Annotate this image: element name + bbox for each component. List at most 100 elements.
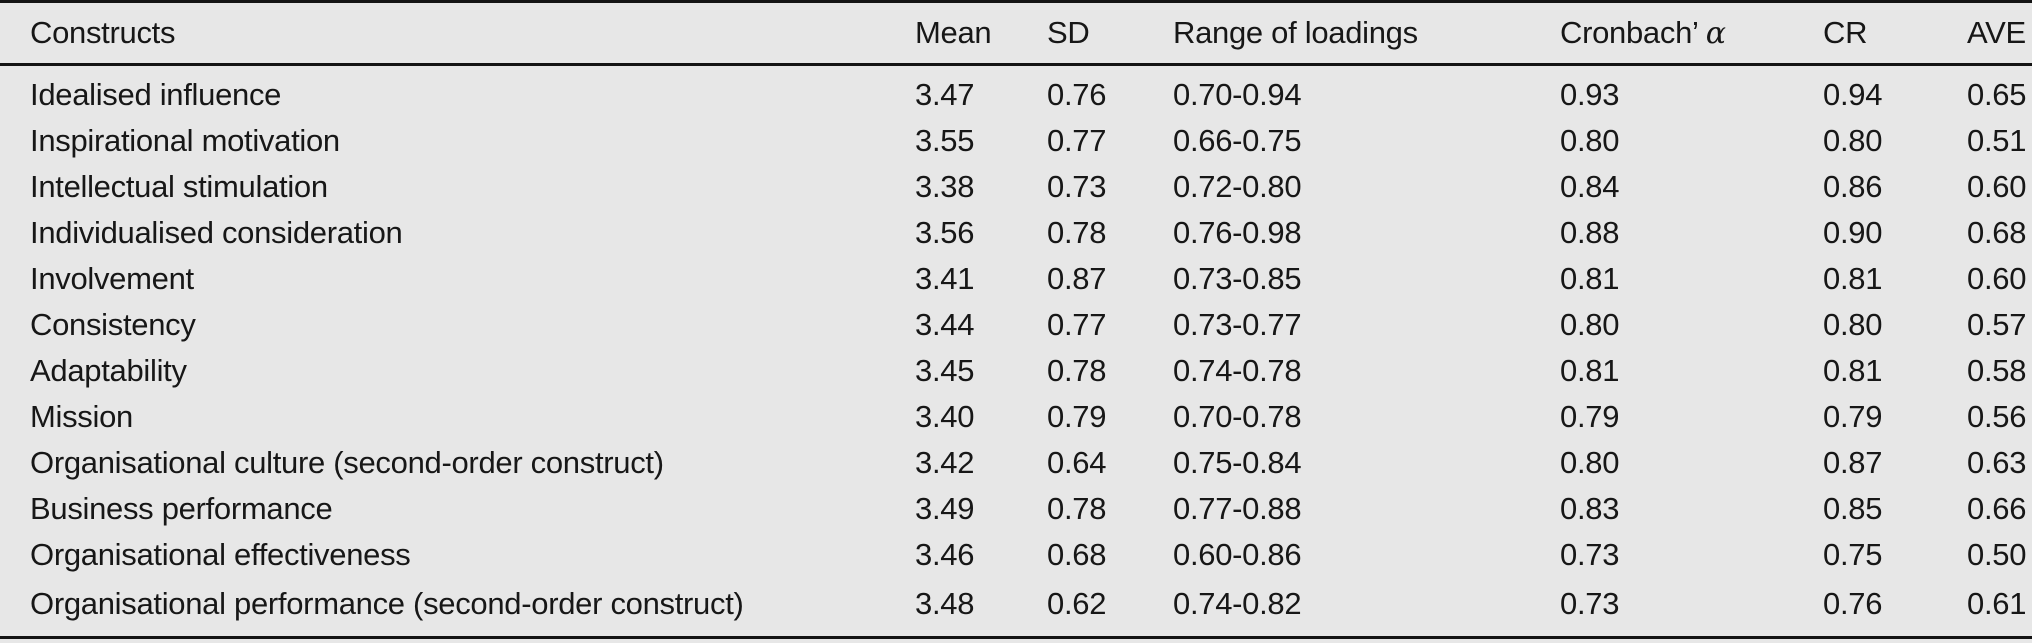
cell-cronbach-alpha: 0.93 bbox=[1560, 77, 1620, 112]
cell-range-of-loadings: 0.70-0.78 bbox=[1173, 399, 1302, 434]
cell-cronbach-alpha: 0.88 bbox=[1560, 215, 1620, 250]
table-row: Mission 3.40 0.79 0.70-0.78 0.79 0.79 0.… bbox=[0, 394, 2032, 440]
cell-ave: 0.65 bbox=[1967, 77, 2027, 112]
cell-mean: 3.48 bbox=[915, 578, 1047, 639]
cell-range-of-loadings: 0.74-0.82 bbox=[1173, 578, 1560, 639]
col-header-cr: CR bbox=[1823, 1, 1967, 66]
table-row: Organisational effectiveness 3.46 0.68 0… bbox=[0, 532, 2032, 578]
cell-sd: 0.79 bbox=[1047, 399, 1107, 434]
table-row: Individualised consideration 3.56 0.78 0… bbox=[0, 210, 2032, 256]
cell-ave: 0.61 bbox=[1967, 578, 2032, 639]
cell-range-of-loadings: 0.75-0.84 bbox=[1173, 445, 1302, 480]
cell-mean: 3.45 bbox=[915, 353, 975, 388]
table-row: Involvement 3.41 0.87 0.73-0.85 0.81 0.8… bbox=[0, 256, 2032, 302]
cell-construct: Business performance bbox=[30, 491, 333, 526]
cell-construct: Mission bbox=[30, 399, 133, 434]
cell-cr: 0.85 bbox=[1823, 491, 1883, 526]
cell-cronbach-alpha: 0.83 bbox=[1560, 491, 1620, 526]
cell-construct: Adaptability bbox=[30, 353, 187, 388]
cell-cronbach-alpha: 0.73 bbox=[1560, 537, 1620, 572]
cell-mean: 3.44 bbox=[915, 307, 975, 342]
cell-cronbach-alpha: 0.80 bbox=[1560, 445, 1620, 480]
cell-mean: 3.38 bbox=[915, 169, 975, 204]
col-header-sd: SD bbox=[1047, 1, 1173, 66]
cell-mean: 3.42 bbox=[915, 445, 975, 480]
cell-sd: 0.77 bbox=[1047, 123, 1107, 158]
cell-construct: Organisational culture (second-order con… bbox=[30, 445, 664, 480]
col-header-cronbach-alpha: Cronbach’ α bbox=[1560, 1, 1823, 66]
cell-range-of-loadings: 0.74-0.78 bbox=[1173, 353, 1302, 388]
cell-ave: 0.68 bbox=[1967, 215, 2027, 250]
cronbach-label: Cronbach’ bbox=[1560, 15, 1698, 50]
cell-construct: Idealised influence bbox=[30, 77, 282, 112]
cell-cr: 0.87 bbox=[1823, 445, 1883, 480]
table-row: Organisational performance (second-order… bbox=[0, 578, 2032, 639]
cell-cr: 0.80 bbox=[1823, 123, 1883, 158]
table-row: Intellectual stimulation 3.38 0.73 0.72-… bbox=[0, 164, 2032, 210]
cell-ave: 0.60 bbox=[1967, 169, 2027, 204]
cell-construct: Individualised consideration bbox=[30, 215, 403, 250]
table-row: Consistency 3.44 0.77 0.73-0.77 0.80 0.8… bbox=[0, 302, 2032, 348]
cell-sd: 0.78 bbox=[1047, 353, 1107, 388]
cell-mean: 3.40 bbox=[915, 399, 975, 434]
cell-sd: 0.68 bbox=[1047, 537, 1107, 572]
cell-ave: 0.58 bbox=[1967, 353, 2027, 388]
cell-construct: Intellectual stimulation bbox=[30, 169, 328, 204]
cell-sd: 0.62 bbox=[1047, 578, 1173, 639]
cell-mean: 3.56 bbox=[915, 215, 975, 250]
col-header-ave: AVE bbox=[1967, 1, 2032, 66]
col-header-range-of-loadings: Range of loadings bbox=[1173, 1, 1560, 66]
cell-cronbach-alpha: 0.73 bbox=[1560, 578, 1823, 639]
cell-cronbach-alpha: 0.80 bbox=[1560, 123, 1620, 158]
cell-sd: 0.77 bbox=[1047, 307, 1107, 342]
alpha-symbol: α bbox=[1705, 16, 1726, 51]
table-row: Inspirational motivation 3.55 0.77 0.66-… bbox=[0, 118, 2032, 164]
cell-ave: 0.63 bbox=[1967, 445, 2027, 480]
col-header-mean: Mean bbox=[915, 1, 1047, 66]
cell-cr: 0.90 bbox=[1823, 215, 1883, 250]
cell-cr: 0.81 bbox=[1823, 261, 1883, 296]
cell-mean: 3.49 bbox=[915, 491, 975, 526]
cell-sd: 0.73 bbox=[1047, 169, 1107, 204]
cell-cronbach-alpha: 0.80 bbox=[1560, 307, 1620, 342]
cell-construct: Inspirational motivation bbox=[30, 123, 340, 158]
cell-ave: 0.51 bbox=[1967, 123, 2027, 158]
cell-cr: 0.94 bbox=[1823, 77, 1883, 112]
table-row: Organisational culture (second-order con… bbox=[0, 440, 2032, 486]
cell-cronbach-alpha: 0.84 bbox=[1560, 169, 1620, 204]
cell-sd: 0.78 bbox=[1047, 215, 1107, 250]
cell-construct: Involvement bbox=[30, 261, 194, 296]
cell-construct: Consistency bbox=[30, 307, 196, 342]
cell-mean: 3.41 bbox=[915, 261, 975, 296]
cell-range-of-loadings: 0.72-0.80 bbox=[1173, 169, 1302, 204]
cell-ave: 0.60 bbox=[1967, 261, 2027, 296]
cell-cr: 0.81 bbox=[1823, 353, 1883, 388]
cell-range-of-loadings: 0.73-0.85 bbox=[1173, 261, 1302, 296]
cell-sd: 0.87 bbox=[1047, 261, 1107, 296]
table-body: Idealised influence 3.47 0.76 0.70-0.94 … bbox=[0, 65, 2032, 639]
cell-sd: 0.78 bbox=[1047, 491, 1107, 526]
cell-range-of-loadings: 0.66-0.75 bbox=[1173, 123, 1302, 158]
cell-construct: Organisational effectiveness bbox=[30, 537, 411, 572]
cell-mean: 3.55 bbox=[915, 123, 975, 158]
table-row: Business performance 3.49 0.78 0.77-0.88… bbox=[0, 486, 2032, 532]
cell-range-of-loadings: 0.77-0.88 bbox=[1173, 491, 1302, 526]
cell-range-of-loadings: 0.70-0.94 bbox=[1173, 77, 1302, 112]
col-header-constructs: Constructs bbox=[0, 1, 915, 66]
cell-ave: 0.56 bbox=[1967, 399, 2027, 434]
cell-cr: 0.76 bbox=[1823, 578, 1967, 639]
table-row: Idealised influence 3.47 0.76 0.70-0.94 … bbox=[0, 65, 2032, 119]
cell-cronbach-alpha: 0.81 bbox=[1560, 353, 1620, 388]
cell-range-of-loadings: 0.76-0.98 bbox=[1173, 215, 1302, 250]
cell-ave: 0.66 bbox=[1967, 491, 2027, 526]
cell-construct: Organisational performance (second-order… bbox=[0, 578, 915, 639]
header-row: Constructs Mean SD Range of loadings Cro… bbox=[0, 1, 2032, 66]
cell-ave: 0.57 bbox=[1967, 307, 2027, 342]
cell-cr: 0.80 bbox=[1823, 307, 1883, 342]
cell-sd: 0.76 bbox=[1047, 77, 1107, 112]
cell-range-of-loadings: 0.60-0.86 bbox=[1173, 537, 1302, 572]
cell-cr: 0.75 bbox=[1823, 537, 1883, 572]
cell-cronbach-alpha: 0.79 bbox=[1560, 399, 1620, 434]
